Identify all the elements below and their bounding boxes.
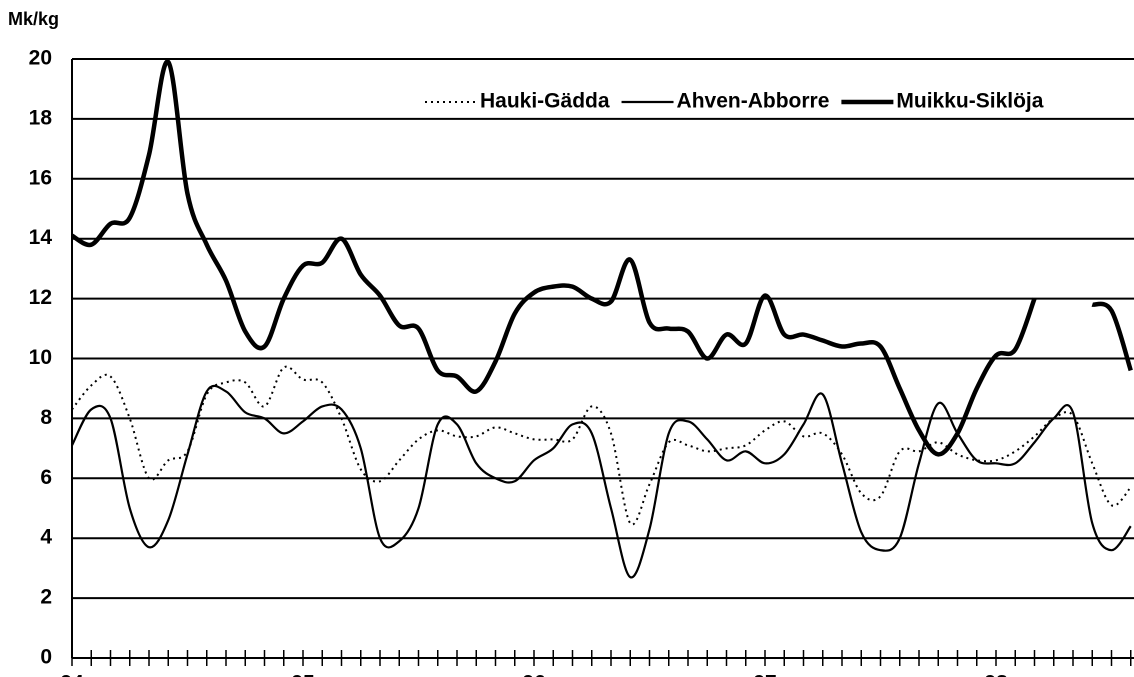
x-tick-label: 97 [753, 672, 776, 677]
x-tick-label: 95 [291, 672, 315, 677]
y-tick-label: 16 [29, 166, 52, 189]
y-tick-label: 0 [40, 646, 52, 669]
y-tick-label: 4 [40, 526, 52, 549]
series-line [70, 59, 1133, 457]
series-line [71, 384, 1132, 579]
y-axis-label: Mk/kg [8, 9, 59, 29]
y-tick-label: 2 [40, 586, 52, 609]
legend-label: Muikku-Siklöja [896, 90, 1043, 113]
y-tick-label: 10 [29, 346, 52, 369]
x-tick-label: 98 [984, 672, 1008, 677]
series-line [71, 365, 1132, 526]
y-tick-label: 8 [40, 406, 52, 429]
legend-label: Hauki-Gädda [480, 90, 610, 113]
y-tick-label: 6 [40, 466, 52, 489]
y-tick-label: 12 [29, 286, 52, 309]
y-tick-label: 20 [29, 47, 52, 70]
y-tick-label: 14 [29, 226, 53, 249]
y-tick-label: 18 [29, 106, 53, 129]
legend-label: Ahven-Abborre [677, 90, 830, 113]
x-tick-label: 96 [522, 672, 545, 677]
x-tick-label: 94 [60, 672, 84, 677]
